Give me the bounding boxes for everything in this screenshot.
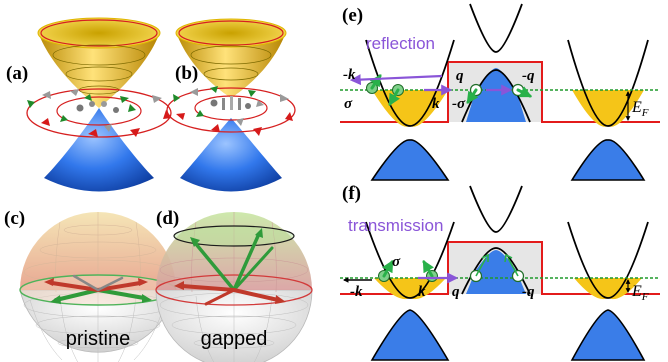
panel-label-a: (a): [6, 63, 28, 84]
cone-ring: [178, 20, 284, 46]
panel-c: (c) pristine: [4, 208, 177, 362]
left-cone-lower-f: [370, 309, 450, 361]
panel-d: (d) gapped: [155, 208, 313, 362]
cone-ring: [203, 67, 259, 81]
equator-d: [155, 274, 313, 306]
right-electron-fill-f: [574, 278, 642, 300]
right-cone-lower-f: [570, 309, 646, 361]
cone-ring: [40, 19, 158, 47]
barrier-potential-f: [340, 241, 660, 295]
panel-label-e: (e): [342, 5, 363, 26]
sym-sigma-f: σ: [392, 254, 401, 270]
lower-cone-b: [180, 118, 282, 192]
lower-cone-a: [44, 108, 154, 192]
panel-label-d: (d): [156, 208, 179, 229]
panel-f: EF transmission σ -k k q -q (f): [340, 183, 660, 361]
sym-sigma-e: σ: [344, 96, 353, 112]
panel-b: (b): [166, 18, 296, 192]
caption-pristine: pristine: [66, 328, 130, 350]
latitude-ring-d: [173, 225, 295, 247]
barrier-potential-e: [340, 61, 660, 123]
upper-cone-top-a: [37, 17, 161, 49]
sym-k-e: k: [432, 96, 440, 112]
right-cone-upper-e: [567, 39, 649, 127]
sym-minus-q-e: -q: [522, 68, 535, 84]
sphere-top-grid-c: [23, 212, 173, 293]
spin-arrows-e: [369, 74, 533, 107]
spin-arrows-f: [382, 259, 434, 278]
upper-cone-top-b: [175, 18, 287, 48]
sym-minus-q-f: -q: [522, 284, 535, 300]
spin-arrows-b: [173, 86, 293, 136]
panel-a: (a): [6, 17, 172, 192]
spin-ring-outer-b: [166, 87, 296, 133]
spin-ring-inner-a: [56, 96, 142, 126]
ef-label-f: EF: [631, 283, 649, 303]
ef-label-e: EF: [631, 99, 649, 119]
sym-k-f: k: [418, 284, 426, 300]
spin-ring-outer-a: [26, 88, 172, 138]
sym-minus-k-e: -k: [343, 67, 356, 83]
panel-label-b: (b): [175, 63, 198, 84]
panel-label-f: (f): [342, 183, 361, 204]
spin-arrows-hollow-f: [475, 253, 519, 277]
barrier-hole-fill-f: [466, 250, 526, 294]
reflection-label: reflection: [366, 34, 435, 53]
panel-e: EF reflection -k σ k q -q -σ (e): [340, 3, 660, 181]
sphere-grid-d: [159, 290, 309, 362]
spin-vectors-c: [44, 274, 152, 304]
sym-minus-sigma-e: -σ: [452, 96, 466, 112]
right-cone-lower-e: [570, 139, 646, 181]
left-cone-lower-e: [370, 139, 450, 181]
cone-ring: [190, 45, 272, 65]
barrier-hole-fill-e: [466, 68, 526, 122]
momentum-arrows-e: [349, 74, 513, 96]
left-cone-upper-f: [365, 221, 455, 299]
cone-ring: [65, 66, 133, 82]
transmission-label: transmission: [348, 216, 443, 235]
sym-q-f: q: [452, 284, 460, 300]
cone-ring: [52, 44, 146, 66]
right-cone-upper-f: [567, 221, 649, 299]
sym-minus-k-f: -k: [350, 284, 363, 300]
panel-label-c: (c): [4, 208, 25, 229]
upper-cone-a: [38, 32, 160, 108]
sym-q-e: q: [456, 68, 464, 84]
spin-vectors-d: [174, 228, 286, 306]
barrier-cone-upper-e: [469, 3, 523, 53]
caption-gapped: gapped: [201, 328, 268, 350]
barrier-cone-upper-f: [469, 185, 523, 233]
